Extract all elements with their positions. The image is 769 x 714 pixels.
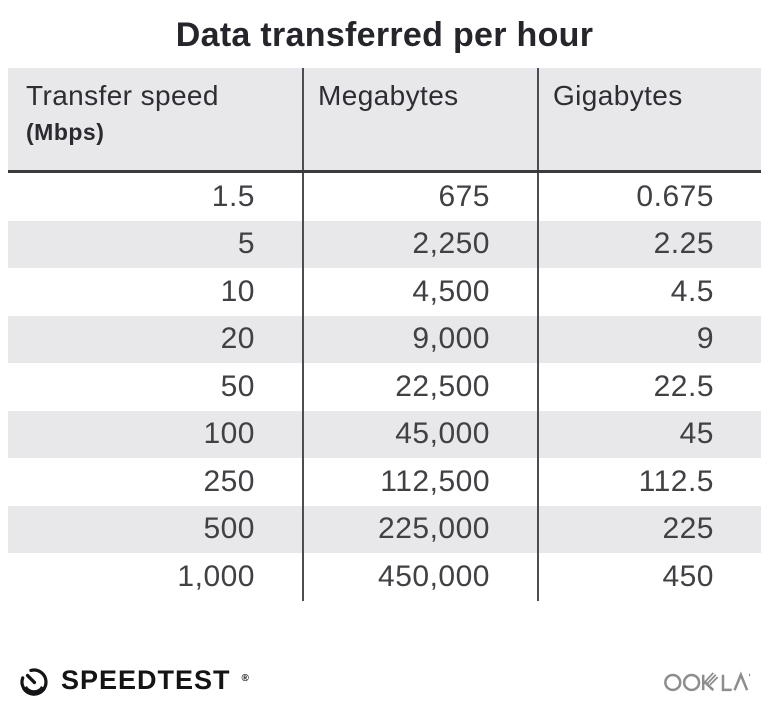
table-row: 100 45,000 45: [8, 410, 761, 458]
table-row: 10 4,500 4.5: [8, 268, 761, 316]
column-header-gigabytes: Gigabytes: [537, 68, 761, 173]
cell-speed: 5: [8, 220, 303, 268]
table-row: 20 9,000 9: [8, 315, 761, 363]
cell-gigabytes: 45: [537, 410, 761, 458]
table-row: 1,000 450,000 450: [8, 553, 761, 601]
cell-speed: 1,000: [177, 559, 255, 593]
cell-gigabytes: 22.5: [537, 363, 761, 411]
table-row: 50 22,500 22.5: [8, 363, 761, 411]
footer: SPEEDTEST ®: [18, 665, 753, 697]
header-row: Transfer speed (Mbps) Megabytes Gigabyte…: [8, 68, 761, 173]
cell-speed: 100: [8, 410, 303, 458]
speedtest-wordmark: SPEEDTEST: [61, 665, 231, 695]
column-header-label: Transfer speed: [26, 80, 219, 111]
cell-megabytes: 675: [302, 171, 538, 221]
table-body: 1.5 675 0.675 5 2,250 2.25 10 4,500 4.5 …: [8, 171, 761, 601]
table-row: 500 225,000 225: [8, 505, 761, 553]
cell-megabytes: 22,500: [302, 363, 538, 411]
ookla-logo: [664, 667, 753, 695]
table-row: 5 2,250 2.25: [8, 220, 761, 268]
cell-megabytes: 4,500: [302, 268, 538, 316]
cell-speed: 1.5: [211, 179, 255, 213]
table-row: 250 112,500 112.5: [8, 458, 761, 506]
cell-megabytes: 225,000: [302, 505, 538, 553]
cell-megabytes: 450,000: [302, 553, 538, 601]
cell-gigabytes: 450: [537, 553, 761, 601]
speedtest-logo: SPEEDTEST ®: [18, 665, 249, 697]
cell-speed: 500: [8, 505, 303, 553]
cell-gigabytes: 0.675: [537, 171, 761, 221]
cell-megabytes: 112,500: [302, 458, 538, 506]
cell-gigabytes: 4.5: [537, 268, 761, 316]
cell-speed: 20: [8, 315, 303, 363]
column-header-transfer-speed: Transfer speed (Mbps): [8, 68, 303, 173]
cell-gigabytes: 225: [537, 505, 761, 553]
cell-megabytes: 9,000: [302, 315, 538, 363]
data-table: Transfer speed (Mbps) Megabytes Gigabyte…: [8, 68, 761, 601]
registered-trademark-symbol: ®: [241, 673, 249, 684]
page-title: Data transferred per hour: [175, 16, 594, 54]
cell-megabytes: 2,250: [302, 220, 538, 268]
column-header-megabytes: Megabytes: [302, 68, 538, 173]
table-header: Transfer speed (Mbps) Megabytes Gigabyte…: [8, 68, 761, 173]
cell-gigabytes: 2.25: [537, 220, 761, 268]
cell-speed: 250: [203, 464, 255, 498]
speedtest-gauge-icon: [18, 665, 50, 697]
cell-gigabytes: 112.5: [537, 458, 761, 506]
cell-speed: 10: [220, 274, 255, 308]
cell-megabytes: 45,000: [302, 410, 538, 458]
cell-gigabytes: 9: [537, 315, 761, 363]
table-row: 1.5 675 0.675: [8, 171, 761, 221]
column-header-unit: (Mbps): [26, 119, 105, 145]
cell-speed: 50: [220, 369, 255, 403]
